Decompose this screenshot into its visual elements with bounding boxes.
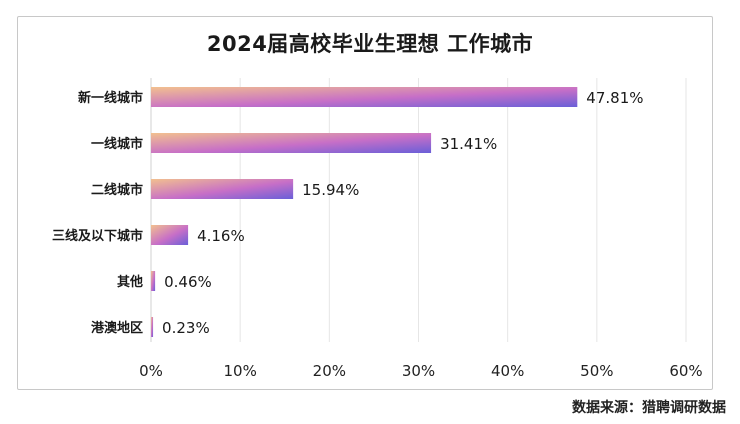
bar: [151, 133, 432, 153]
data-label: 47.81%: [586, 89, 643, 107]
data-label: 0.23%: [162, 319, 210, 337]
category-label: 港澳地区: [91, 320, 143, 336]
bar: [151, 271, 156, 291]
category-label: 其他: [117, 274, 143, 290]
labels: 0% 10% 20% 30% 40% 50% 60% 新一线城市 47.81% 一线城市 31.41…: [52, 89, 703, 380]
data-label: 15.94%: [302, 181, 359, 199]
category-label: 二线城市: [91, 182, 143, 198]
x-tick-label: 0%: [139, 362, 163, 380]
source-note: 数据来源：猎聘调研数据: [572, 400, 726, 416]
x-tick-label: 10%: [223, 362, 256, 380]
data-label: 0.46%: [164, 273, 212, 291]
gridlines: [150, 78, 687, 342]
x-tick-label: 30%: [402, 362, 435, 380]
category-label: 一线城市: [91, 136, 143, 152]
x-tick-label: 60%: [669, 362, 702, 380]
bar: [151, 87, 578, 107]
bar: [151, 179, 294, 199]
bar: [151, 317, 154, 337]
category-label: 新一线城市: [78, 90, 143, 106]
data-label: 4.16%: [197, 227, 245, 245]
chart-title: 2024届高校毕业生理想 工作城市: [206, 32, 534, 56]
bar: [151, 225, 189, 245]
category-label: 三线及以下城市: [52, 228, 143, 244]
x-tick-label: 20%: [313, 362, 346, 380]
x-tick-label: 40%: [491, 362, 524, 380]
data-label: 31.41%: [440, 135, 497, 153]
bars: [151, 87, 578, 337]
x-tick-label: 50%: [580, 362, 613, 380]
